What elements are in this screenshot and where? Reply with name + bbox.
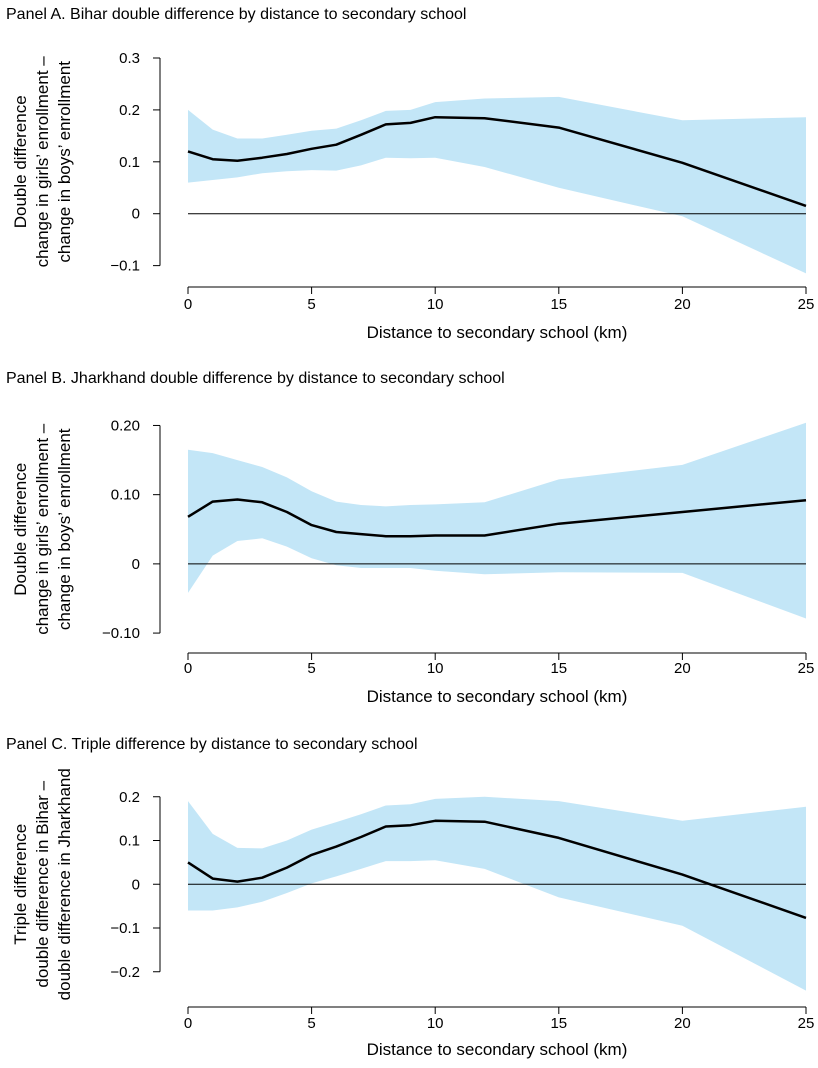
panel-c-title: Panel C. Triple difference by distance t… (6, 736, 418, 753)
y-axis-label-line: Triple difference (11, 824, 30, 945)
panel-a: Panel A. Bihar double difference by dist… (0, 6, 818, 351)
panel-b-title: Panel B. Jharkhand double difference by … (6, 370, 505, 387)
panel-b-chart: −0.10 0 0.10 0.20 0 5 10 15 20 25 Distance to seco… (11, 417, 815, 706)
y-tick-label: 0.10 (111, 487, 140, 504)
estimate-line (187, 115, 807, 208)
x-tick-label: 0 (184, 660, 192, 677)
x-tick-label: 5 (307, 1015, 315, 1032)
y-tick-label: 0 (132, 556, 140, 573)
x-tick-label: 10 (427, 1015, 444, 1032)
confidence-band (188, 422, 806, 619)
y-axis-label-line: Double difference (11, 463, 30, 596)
y-tick-label: 0.2 (119, 102, 140, 119)
x-tick-label: 0 (184, 1015, 192, 1032)
x-tick-label: 5 (307, 296, 315, 313)
y-tick-label: 0.20 (111, 417, 140, 434)
y-tick-label: 0.1 (119, 833, 140, 850)
x-tick-label: 25 (798, 1015, 815, 1032)
x-tick-label: 0 (184, 296, 192, 313)
panel-b: Panel B. Jharkhand double difference by … (0, 370, 818, 715)
x-axis-label: Distance to secondary school (km) (367, 687, 628, 706)
y-axis-label-line: change in girls’ enrollment – (33, 423, 52, 635)
panel-a-title: Panel A. Bihar double difference by dist… (6, 6, 467, 23)
y-tick-label: 0.1 (119, 154, 140, 171)
panel-c-chart: −0.2 −0.1 0 0.1 0.2 0 5 10 15 20 25 Distance to sec… (11, 768, 815, 1059)
estimate-line (187, 819, 807, 920)
x-tick-label: 25 (798, 296, 815, 313)
y-axis-label-line: Double difference (11, 95, 30, 228)
y-tick-label: −0.10 (102, 625, 140, 642)
x-tick-label: 15 (550, 296, 567, 313)
confidence-band (188, 796, 806, 991)
y-tick-label: 0.2 (119, 789, 140, 806)
y-axis-label-line: double difference in Jharkhand (55, 768, 74, 1000)
x-tick-label: 15 (550, 660, 567, 677)
estimate-line (187, 498, 807, 538)
y-axis-label-line: change in girls’ enrollment – (33, 56, 52, 268)
x-tick-label: 20 (674, 296, 691, 313)
y-axis-label-line: double difference in Bihar – (33, 780, 52, 987)
y-tick-label: 0 (132, 206, 140, 223)
y-axis-label-line: change in boys’ enrollment (55, 428, 74, 630)
y-tick-label: −0.2 (110, 964, 140, 981)
confidence-band (188, 96, 806, 274)
y-tick-label: 0 (132, 876, 140, 893)
panel-a-chart: −0.1 0 0.1 0.2 0.3 0 5 10 15 20 25 Distance to seco… (11, 50, 815, 342)
x-tick-label: 20 (674, 1015, 691, 1032)
x-tick-label: 10 (427, 296, 444, 313)
x-axis-label: Distance to secondary school (km) (367, 1040, 628, 1059)
y-axis-label-line: change in boys’ enrollment (55, 61, 74, 263)
panel-c: Panel C. Triple difference by distance t… (0, 736, 818, 1068)
x-tick-label: 25 (798, 660, 815, 677)
y-tick-label: 0.3 (119, 50, 140, 67)
x-tick-label: 5 (307, 660, 315, 677)
y-tick-label: −0.1 (110, 920, 140, 937)
x-tick-label: 10 (427, 660, 444, 677)
x-tick-label: 20 (674, 660, 691, 677)
y-tick-label: −0.1 (110, 258, 140, 275)
x-axis-label: Distance to secondary school (km) (367, 323, 628, 342)
x-tick-label: 15 (550, 1015, 567, 1032)
